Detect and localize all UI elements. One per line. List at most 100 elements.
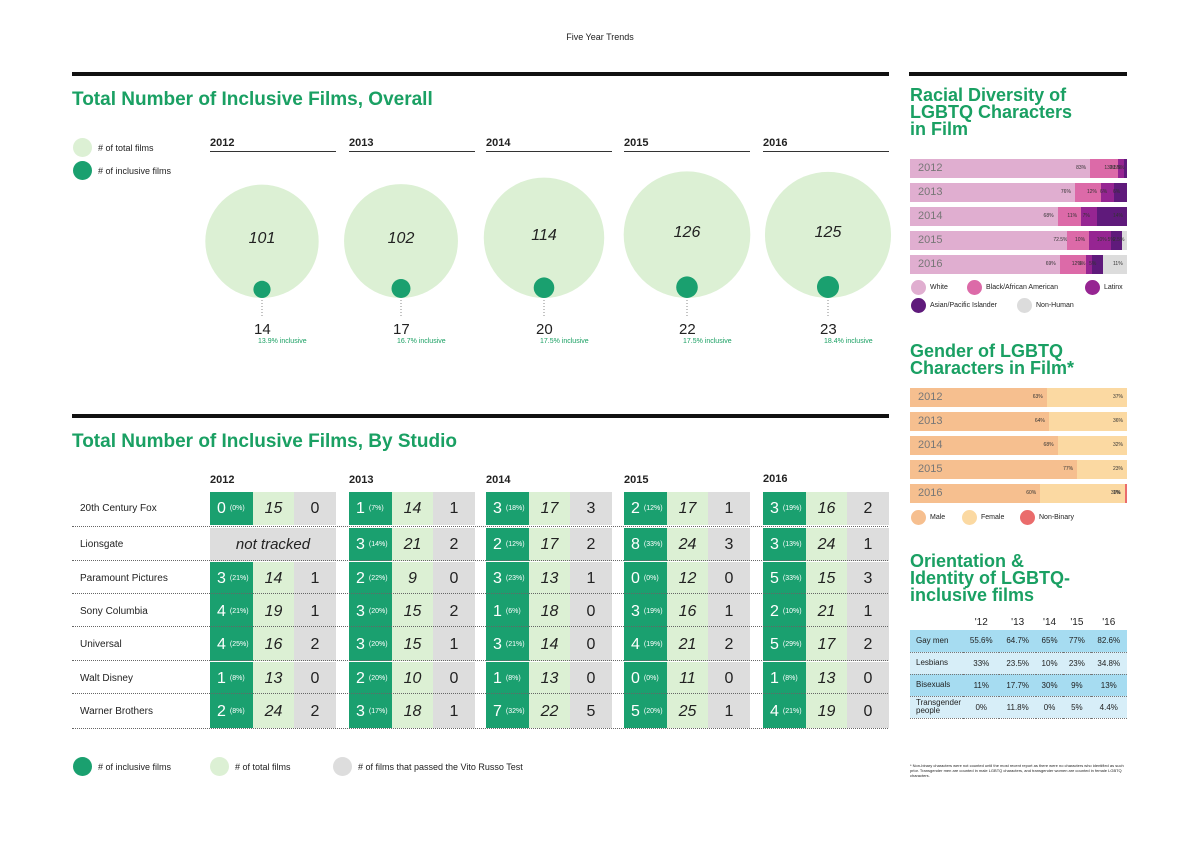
total-count-cell: 9: [392, 562, 433, 595]
inclusive-count: 1: [770, 669, 779, 687]
orientation-row-label: Gay men: [916, 635, 949, 645]
total-count-cell: 17: [529, 528, 570, 561]
inclusive-films-value: 17: [393, 321, 410, 338]
total-count-cell: 18: [529, 595, 570, 628]
inclusive-count-cell: 8 (33%): [624, 528, 667, 561]
overall-year-header: 2012: [210, 137, 336, 152]
vito-count-cell: 1: [433, 492, 475, 525]
inclusive-films-bubble: [676, 276, 698, 298]
inclusive-count-cell: 3 (21%): [486, 628, 529, 661]
row-divider: [72, 660, 888, 661]
total-films-bubble: [344, 184, 458, 298]
inclusive-pct: (12%): [643, 505, 663, 512]
orientation-row: Lesbians 33% 23.5% 10% 23% 34.8%: [910, 652, 1127, 674]
vito-count-cell: 0: [847, 695, 889, 728]
inclusive-count: 3: [493, 569, 502, 587]
vito-count-cell: 1: [847, 595, 889, 628]
inclusive-pct: (33%): [643, 541, 663, 548]
bar-segment-white: [910, 231, 1068, 250]
vito-count-cell: 2: [847, 628, 889, 661]
racial-legend-label: Black/African American: [986, 284, 1058, 291]
inclusive-pct: (7%): [368, 505, 384, 512]
inclusive-pct: (8%): [229, 708, 245, 715]
inclusive-count: 4: [770, 702, 779, 720]
segment-label: 6%: [1099, 189, 1108, 195]
bar-year-label: 2013: [918, 415, 943, 427]
vito-count-cell: 0: [294, 662, 336, 695]
total-count-cell: 24: [253, 695, 294, 728]
orientation-row-label: Lesbians: [916, 658, 949, 667]
total-count-cell: 21: [392, 528, 433, 561]
studio-top-rule: [72, 414, 889, 418]
racial-title: Racial Diversity of LGBTQ Characters in …: [910, 86, 1072, 139]
inclusive-count: 2: [356, 669, 365, 687]
inclusive-films-bubble: [391, 279, 411, 298]
bar-segment-male: [910, 484, 1041, 503]
inclusive-count-cell: 0 (0%): [624, 562, 667, 595]
segment-label: 1.5%: [1113, 165, 1125, 171]
inclusive-pct-label: 13.9% inclusive: [258, 338, 307, 345]
stacked-bar: 68% 11% 7% 14% 2014: [910, 207, 1127, 226]
inclusive-count-cell: 2 (12%): [624, 492, 667, 525]
inclusive-count: 3: [356, 702, 365, 720]
studio-name: Warner Brothers: [80, 706, 153, 717]
orientation-title-line1: Orientation &: [910, 551, 1025, 571]
vito-count-cell: 1: [708, 595, 750, 628]
bar-segment-white: [910, 255, 1060, 274]
inclusive-count-cell: 4 (19%): [624, 628, 667, 661]
orientation-row: Gay men 55.6% 64.7% 65% 77% 82.6%: [910, 630, 1127, 652]
not-tracked-cell: not tracked: [210, 528, 336, 561]
inclusive-pct-label: 16.7% inclusive: [397, 338, 446, 345]
bar-segment-latinx: [1118, 159, 1124, 178]
inclusive-pct-label: 17.5% inclusive: [683, 338, 732, 345]
inclusive-count-cell: 3 (20%): [349, 595, 392, 628]
inclusive-count-cell: 4 (21%): [763, 695, 806, 728]
orientation-value: 0%: [1043, 702, 1056, 712]
inclusive-count: 4: [217, 602, 226, 620]
orientation-value: 65%: [1041, 636, 1058, 646]
inclusive-count-cell: 3 (19%): [624, 595, 667, 628]
orientation-value: 82.6%: [1097, 636, 1121, 646]
total-count-cell: 13: [529, 562, 570, 595]
inclusive-films-value: 23: [820, 321, 837, 338]
total-count-cell: 15: [253, 492, 294, 525]
segment-label: 39%: [1110, 490, 1121, 496]
orientation-header-blank: [910, 614, 963, 630]
segment-label: 13%: [1104, 165, 1115, 171]
gender-legend-label: Female: [981, 514, 1005, 521]
inclusive-count: 0: [217, 499, 226, 517]
segment-label: 63%: [1032, 394, 1043, 400]
racial-title-line3: in Film: [910, 119, 968, 139]
orientation-year-header: '15: [1070, 616, 1084, 628]
inclusive-count-cell: 0 (0%): [624, 662, 667, 695]
segment-label: 36%: [1113, 418, 1124, 424]
gender-title-line1: Gender of LGBTQ: [910, 341, 1063, 361]
bar-segment-asian-pacific-islander: [1113, 183, 1127, 202]
inclusive-count-cell: 3 (14%): [349, 528, 392, 561]
inclusive-pct: (19%): [782, 505, 802, 512]
stacked-bar: 69% 12% 3% 5% 11% 2016: [910, 255, 1127, 274]
studio-name: Universal: [80, 639, 122, 650]
total-films-bubble: [623, 171, 751, 298]
orientation-row: Transgender people 0% 11.8% 0% 5% 4.4%: [910, 696, 1127, 718]
legend-inclusive-label: # of inclusive films: [98, 166, 172, 176]
vito-count-cell: 1: [294, 595, 336, 628]
vito-count-cell: 0: [294, 492, 336, 525]
inclusive-count-cell: 3 (19%): [763, 492, 806, 525]
inclusive-pct: (14%): [368, 541, 388, 548]
inclusive-films-value: 20: [536, 321, 553, 338]
inclusive-count: 1: [356, 499, 365, 517]
segment-label: 37%: [1113, 394, 1124, 400]
inclusive-films-bubble: [816, 275, 840, 298]
vito-count-cell: 1: [708, 695, 750, 728]
segment-label: 10%: [1096, 237, 1107, 243]
total-films-value: 102: [387, 230, 415, 248]
vito-count-cell: 2: [433, 595, 475, 628]
inclusive-count-cell: 7 (32%): [486, 695, 529, 728]
bar-segment-non-binary: [1124, 484, 1127, 503]
bar-segment-asian-pacific-islander: [1096, 207, 1127, 226]
total-count-cell: 19: [806, 695, 847, 728]
vito-count-cell: 0: [708, 562, 750, 595]
vito-count-cell: 1: [433, 695, 475, 728]
inclusive-films-value: 14: [254, 321, 271, 338]
